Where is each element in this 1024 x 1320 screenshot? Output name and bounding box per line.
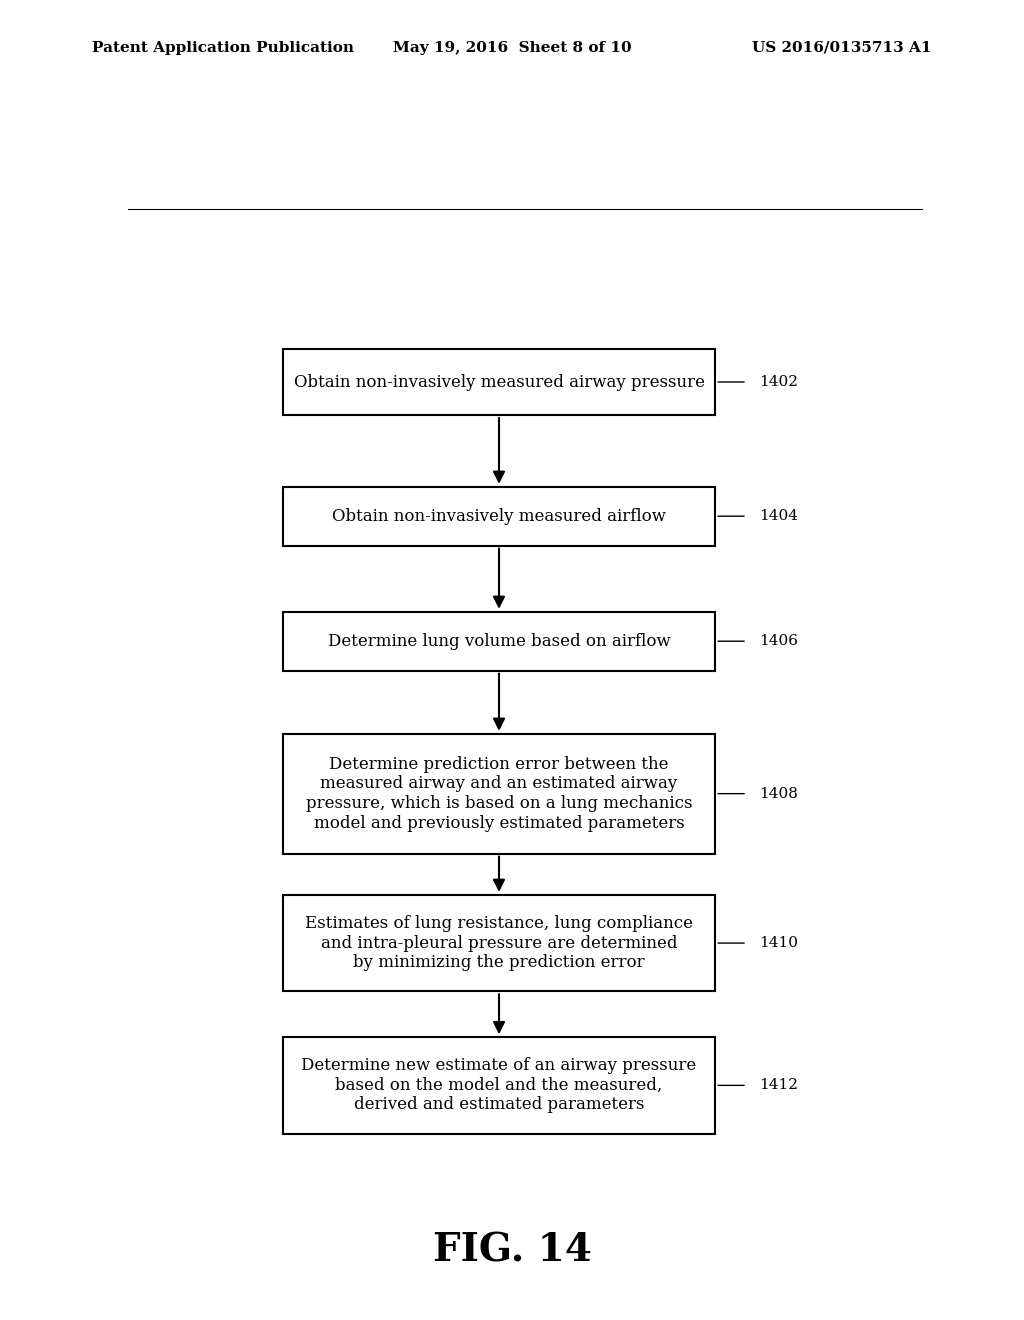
Text: 1412: 1412 — [759, 1078, 798, 1093]
Text: 1404: 1404 — [759, 510, 798, 523]
Text: 1410: 1410 — [759, 936, 798, 950]
FancyBboxPatch shape — [283, 348, 715, 414]
Text: 1402: 1402 — [759, 375, 798, 389]
FancyBboxPatch shape — [283, 487, 715, 545]
Text: Estimates of lung resistance, lung compliance
and intra-pleural pressure are det: Estimates of lung resistance, lung compl… — [305, 915, 693, 972]
FancyBboxPatch shape — [283, 734, 715, 854]
FancyBboxPatch shape — [283, 1038, 715, 1134]
Text: Obtain non-invasively measured airway pressure: Obtain non-invasively measured airway pr… — [294, 374, 705, 391]
Text: Determine lung volume based on airflow: Determine lung volume based on airflow — [328, 632, 671, 649]
FancyBboxPatch shape — [283, 895, 715, 991]
Text: US 2016/0135713 A1: US 2016/0135713 A1 — [753, 41, 932, 54]
Text: 1408: 1408 — [759, 787, 798, 801]
Text: Determine new estimate of an airway pressure
based on the model and the measured: Determine new estimate of an airway pres… — [301, 1057, 696, 1114]
Text: Patent Application Publication: Patent Application Publication — [92, 41, 354, 54]
FancyBboxPatch shape — [283, 611, 715, 671]
Text: FIG. 14: FIG. 14 — [432, 1232, 592, 1269]
Text: 1406: 1406 — [759, 634, 798, 648]
Text: Determine prediction error between the
measured airway and an estimated airway
p: Determine prediction error between the m… — [306, 756, 692, 832]
Text: Obtain non-invasively measured airflow: Obtain non-invasively measured airflow — [332, 508, 666, 524]
Text: May 19, 2016  Sheet 8 of 10: May 19, 2016 Sheet 8 of 10 — [392, 41, 632, 54]
